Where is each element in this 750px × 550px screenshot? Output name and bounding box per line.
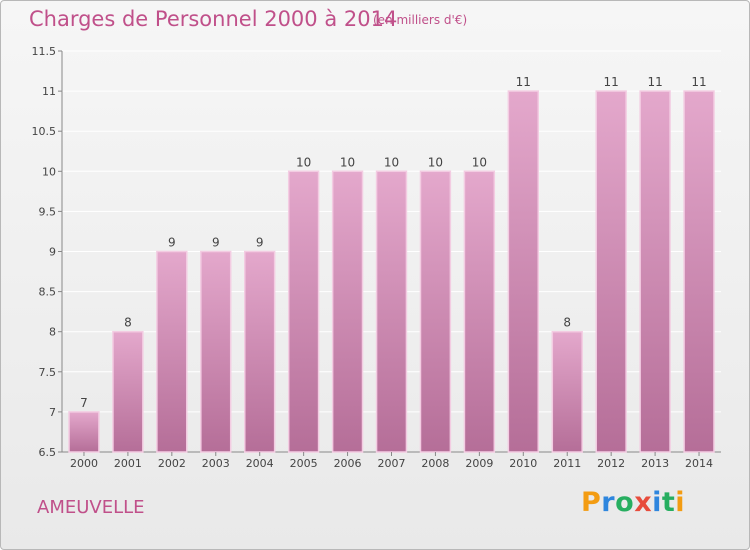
bar bbox=[68, 411, 100, 453]
y-tick-label: 11 bbox=[42, 85, 56, 98]
bar-value-label: 11 bbox=[516, 75, 531, 89]
logo-letter: r bbox=[601, 487, 616, 518]
bar bbox=[639, 90, 671, 453]
bar bbox=[595, 90, 627, 453]
x-tick-label: 2007 bbox=[378, 457, 406, 470]
bar bbox=[375, 170, 408, 453]
bar-value-label: 10 bbox=[296, 155, 311, 169]
logo-letter: i bbox=[652, 487, 662, 518]
logo-letter: o bbox=[615, 487, 635, 518]
logo-letter: i bbox=[675, 487, 686, 518]
bar bbox=[551, 330, 583, 453]
x-tick-label: 2010 bbox=[509, 457, 537, 470]
logo-letter: t bbox=[661, 487, 676, 518]
x-tick-label: 2008 bbox=[421, 457, 449, 470]
bar bbox=[112, 330, 144, 453]
x-tick-label: 2011 bbox=[553, 457, 581, 470]
bar-value-label: 9 bbox=[256, 236, 264, 250]
x-tick-label: 2005 bbox=[290, 457, 318, 470]
x-tick-label: 2013 bbox=[641, 457, 669, 470]
bar-value-label: 8 bbox=[124, 316, 132, 330]
y-tick-label: 10.5 bbox=[32, 125, 57, 138]
proxiti-logo[interactable]: Proxiti bbox=[581, 487, 685, 518]
bar-value-label: 10 bbox=[340, 155, 355, 169]
place-name: AMEUVELLE bbox=[37, 497, 145, 518]
x-tick-label: 2006 bbox=[334, 457, 362, 470]
bar bbox=[156, 250, 188, 453]
bar-value-label: 7 bbox=[80, 396, 88, 410]
x-tick-label: 2009 bbox=[465, 457, 493, 470]
y-tick-label: 7 bbox=[49, 406, 56, 419]
bar bbox=[507, 90, 539, 453]
y-tick-label: 8.5 bbox=[39, 286, 57, 299]
bar-value-label: 8 bbox=[563, 316, 571, 330]
y-tick-label: 9 bbox=[49, 246, 56, 259]
bar bbox=[200, 250, 232, 453]
logo-letter: P bbox=[581, 487, 602, 518]
bar bbox=[683, 90, 715, 453]
bar-value-label: 10 bbox=[428, 155, 443, 169]
logo-letter: x bbox=[634, 487, 653, 518]
bar-value-label: 10 bbox=[472, 155, 487, 169]
y-tick-label: 11.5 bbox=[32, 45, 57, 58]
bar bbox=[419, 170, 452, 453]
bar bbox=[244, 250, 276, 453]
y-tick-label: 9.5 bbox=[39, 205, 57, 218]
bar bbox=[331, 170, 364, 453]
y-tick-label: 6.5 bbox=[39, 446, 57, 459]
y-tick-label: 8 bbox=[49, 326, 56, 339]
bar-value-label: 11 bbox=[647, 75, 662, 89]
y-tick-label: 10 bbox=[42, 165, 56, 178]
chart-subtitle: (en milliers d'€) bbox=[373, 13, 468, 27]
x-tick-label: 2003 bbox=[202, 457, 230, 470]
x-tick-label: 2012 bbox=[597, 457, 625, 470]
x-tick-label: 2002 bbox=[158, 457, 186, 470]
bar bbox=[287, 170, 320, 453]
x-tick-label: 2000 bbox=[70, 457, 98, 470]
bar bbox=[463, 170, 496, 453]
bar-value-label: 11 bbox=[691, 75, 706, 89]
x-tick-label: 2001 bbox=[114, 457, 142, 470]
chart-title: Charges de Personnel 2000 à 2014 bbox=[29, 7, 398, 31]
bar-value-label: 11 bbox=[604, 75, 619, 89]
y-tick-label: 7.5 bbox=[39, 366, 57, 379]
bar-value-label: 10 bbox=[384, 155, 399, 169]
x-tick-label: 2004 bbox=[246, 457, 274, 470]
bar-value-label: 9 bbox=[168, 236, 176, 250]
x-tick-label: 2014 bbox=[685, 457, 713, 470]
bar-value-label: 9 bbox=[212, 236, 220, 250]
